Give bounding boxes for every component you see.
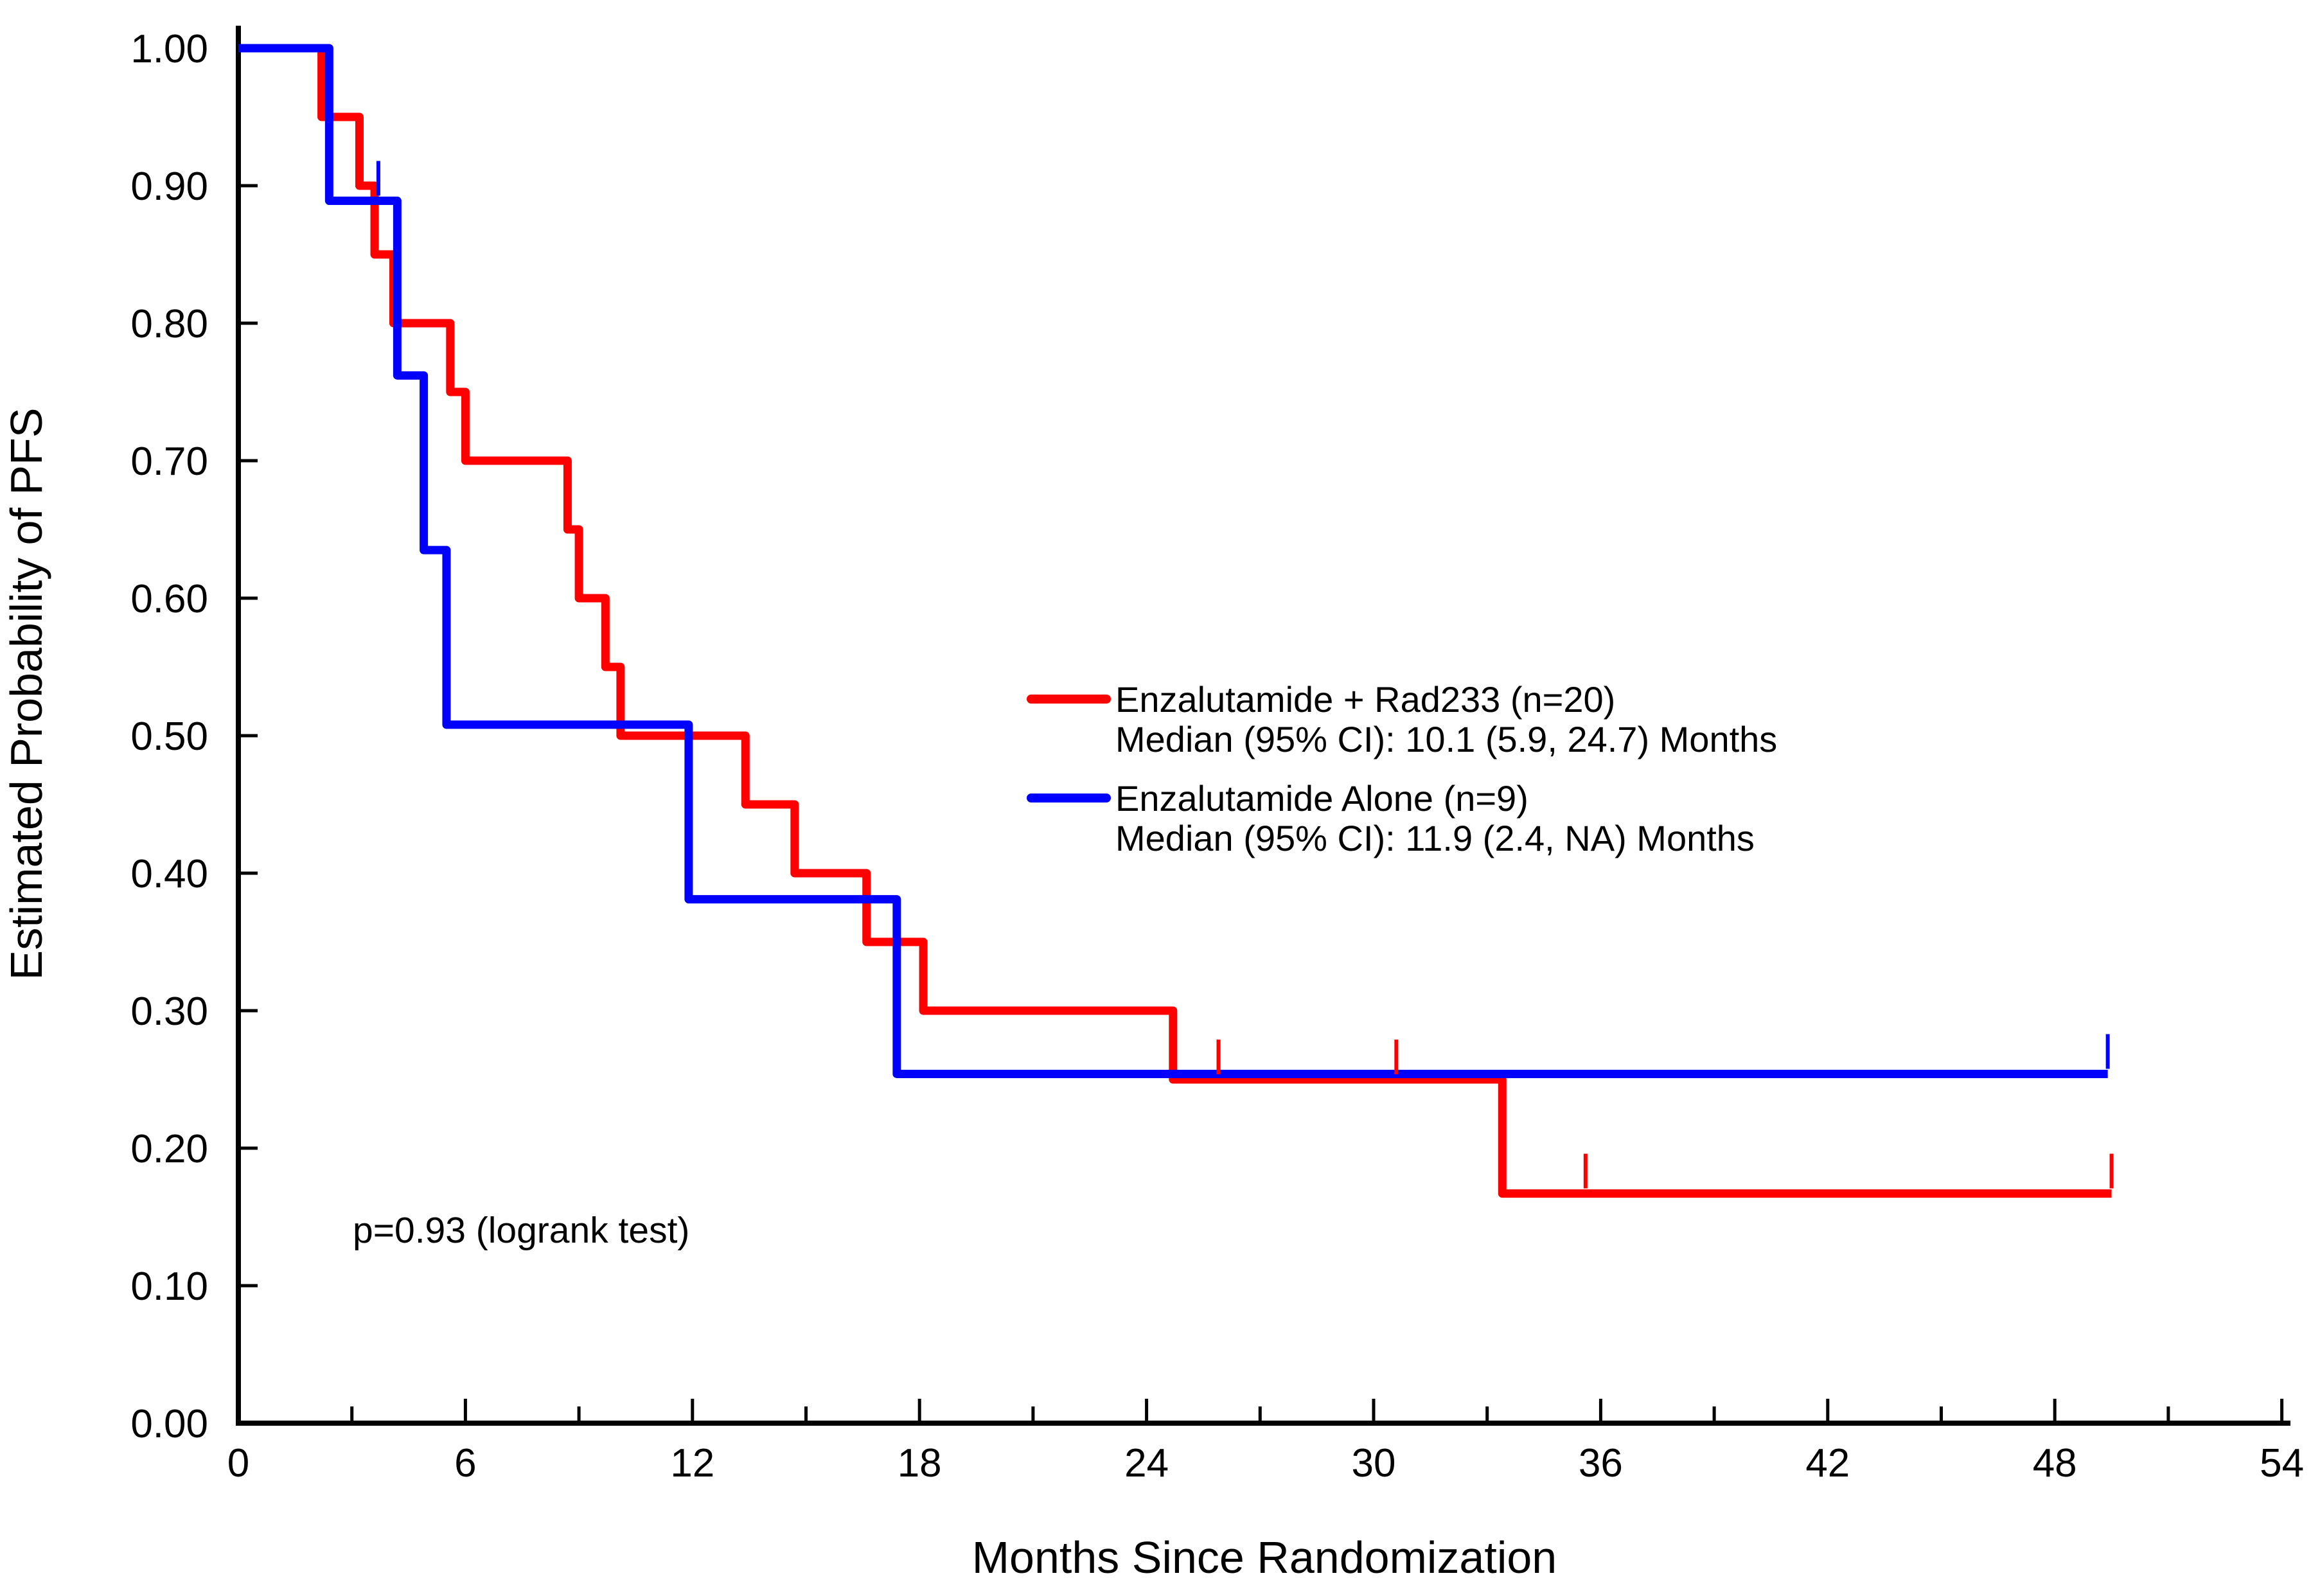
x-tick-label: 42: [1805, 1441, 1850, 1485]
x-tick-label: 30: [1352, 1441, 1396, 1485]
series-curves: [238, 44, 2112, 1198]
legend: Enzalutamide + Rad233 (n=20) Median (95%…: [1027, 679, 1777, 858]
y-tick-label: 1.00: [130, 27, 208, 71]
y-tick-label: 0.20: [130, 1127, 208, 1171]
y-tick-label: 0.70: [130, 439, 208, 484]
y-tick-label: 0.10: [130, 1264, 208, 1309]
y-tick-label: 0.50: [130, 714, 208, 759]
y-tick-label: 0.30: [130, 989, 208, 1034]
legend-label-blue: Enzalutamide Alone (n=9): [1115, 778, 1528, 819]
y-axis-title: Estimated Probability of PFS: [1, 408, 51, 980]
km-curve-blue: [238, 44, 2108, 1078]
x-axis-title: Months Since Randomization: [972, 1532, 1557, 1583]
x-tick-label: 12: [670, 1441, 714, 1485]
x-tick-label: 0: [227, 1441, 249, 1485]
x-tick-label: 18: [898, 1441, 942, 1485]
p-value-annotation: p=0.93 (logrank test): [353, 1210, 689, 1251]
legend-median-red: Median (95% CI): 10.1 (5.9, 24.7) Months: [1115, 719, 1777, 759]
x-tick-label: 48: [2033, 1441, 2077, 1485]
legend-median-blue: Median (95% CI): 11.9 (2.4, NA) Months: [1115, 818, 1755, 858]
y-tick-label: 0.00: [130, 1402, 208, 1446]
censor-marks: [376, 161, 2114, 1189]
y-tick-label: 0.80: [130, 302, 208, 346]
y-tick-label: 0.90: [130, 164, 208, 209]
x-tick-label: 36: [1579, 1441, 1623, 1485]
km-curve-red: [238, 44, 2112, 1198]
x-tick-label: 6: [454, 1441, 476, 1485]
legend-label-red: Enzalutamide + Rad233 (n=20): [1115, 679, 1615, 720]
y-tick-label: 0.40: [130, 852, 208, 896]
x-tick-label: 54: [2260, 1441, 2304, 1485]
x-tick-label: 24: [1124, 1441, 1169, 1485]
y-tick-label: 0.60: [130, 577, 208, 621]
tick-labels: 0.00 0.10 0.20 0.30 0.40 0.50 0.60 0.70 0.80 0.90…: [130, 27, 2304, 1485]
